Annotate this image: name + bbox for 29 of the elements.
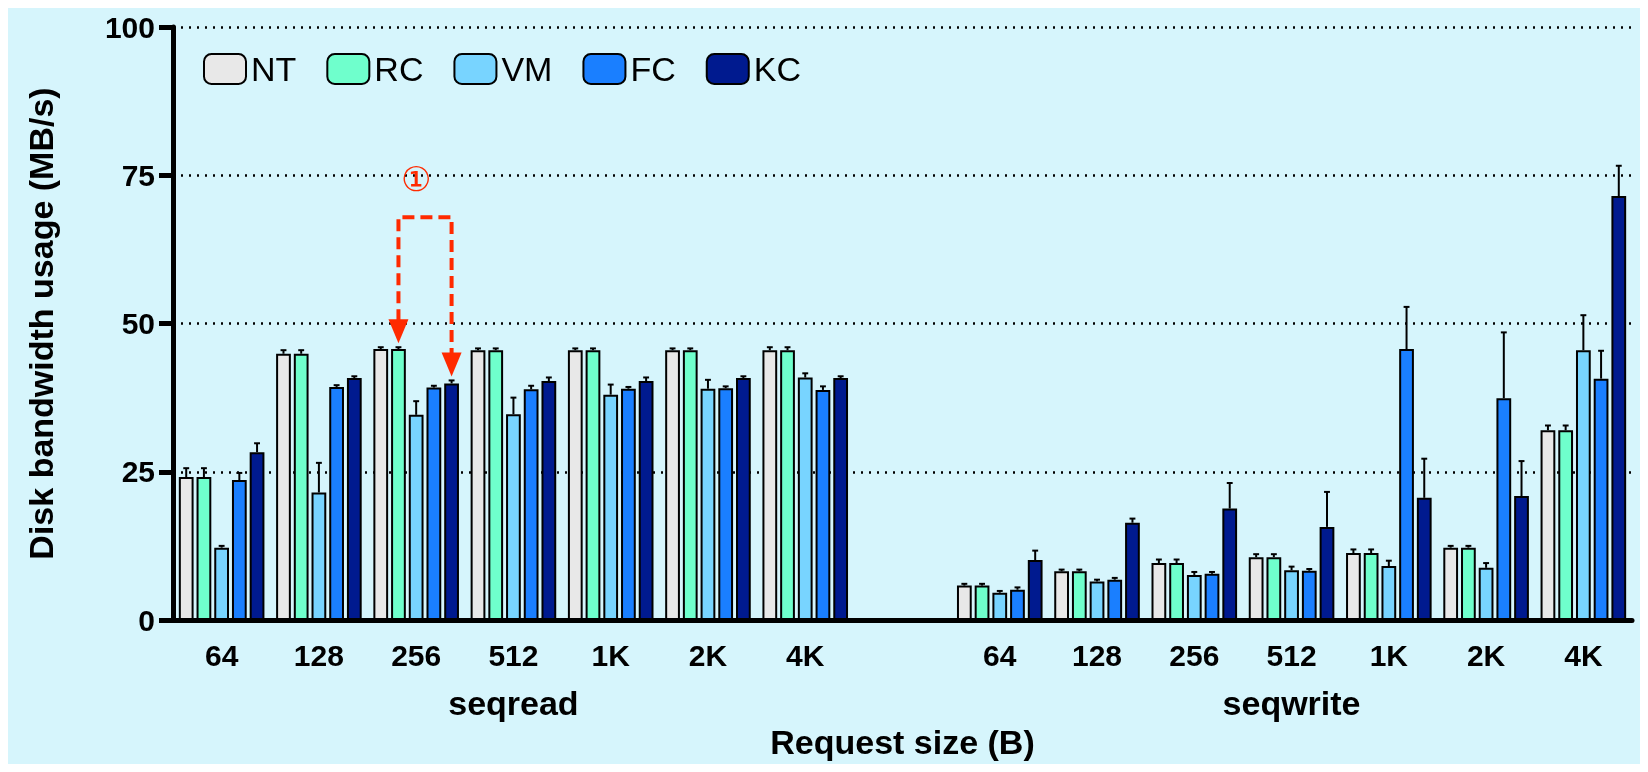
x-tick-label: 4K	[786, 638, 825, 672]
x-tick-label: 1K	[591, 638, 631, 672]
text: seqwrite	[1222, 684, 1361, 722]
y-tick-label: 75	[121, 158, 155, 192]
x-tick-label: 128	[1072, 638, 1123, 672]
x-axis-title: Request size (B)	[770, 723, 1035, 761]
y-tick-label: 50	[121, 307, 155, 340]
x-tick-label: 2K	[688, 638, 728, 672]
x-tick-label: 256	[391, 638, 442, 672]
y-tick-label: 0	[138, 603, 155, 637]
legend-label: NT	[251, 50, 297, 88]
x-tick-label: 1K	[1369, 638, 1409, 672]
x-tick-label: 512	[1266, 638, 1317, 672]
x-tick-label: 2K	[1466, 638, 1506, 672]
text: seqread	[448, 684, 579, 722]
legend-label: FC	[630, 50, 676, 88]
x-tick-label: 256	[1169, 638, 1220, 672]
legend-label: KC	[753, 50, 801, 88]
legend-label: VM	[501, 50, 553, 88]
y-tick-label: 100	[104, 10, 155, 44]
x-tick-label: 128	[293, 638, 344, 672]
y-axis-title: Disk bandwidth usage (MB/s)	[22, 87, 60, 560]
y-tick-label: 25	[121, 455, 155, 489]
x-tick-label: 64	[204, 638, 239, 672]
x-tick-label: 64	[983, 638, 1017, 672]
x-tick-label: 4K	[1564, 638, 1603, 672]
x-tick-label: 512	[488, 638, 539, 672]
legend-label: RC	[374, 50, 424, 88]
annotation: ①	[400, 158, 432, 199]
